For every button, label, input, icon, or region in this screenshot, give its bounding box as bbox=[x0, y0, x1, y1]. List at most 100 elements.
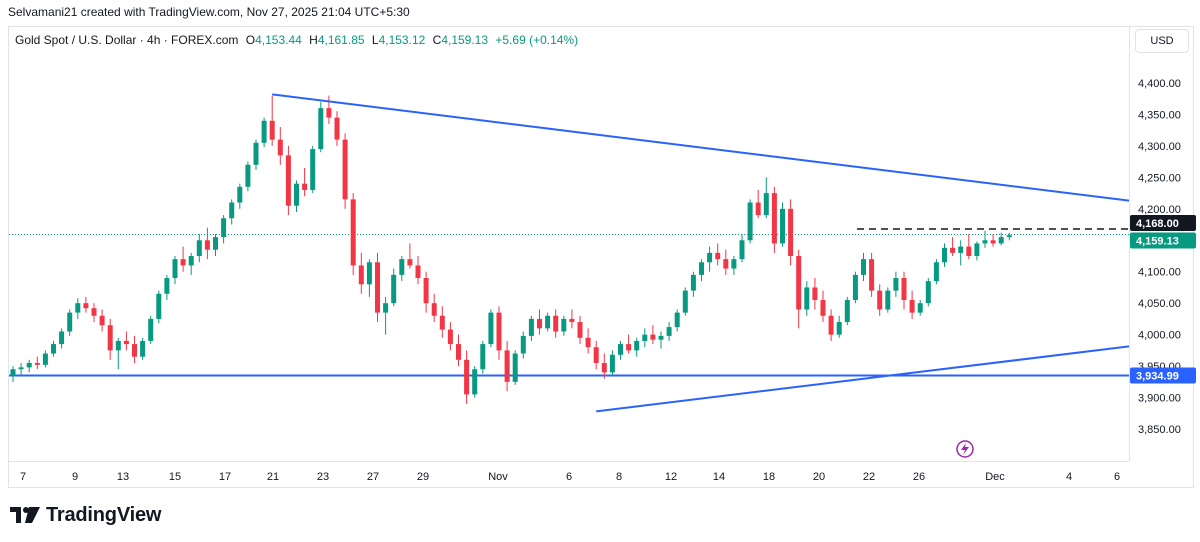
candle-body bbox=[245, 164, 251, 187]
candle bbox=[123, 331, 129, 351]
candle-body bbox=[326, 108, 332, 118]
lightning-bolt bbox=[961, 443, 969, 455]
candle bbox=[472, 366, 478, 398]
candle bbox=[666, 322, 672, 341]
candle-body bbox=[75, 303, 81, 313]
candle bbox=[172, 256, 178, 285]
candle-body bbox=[990, 240, 996, 244]
candle bbox=[933, 259, 939, 285]
candle-body bbox=[561, 318, 567, 332]
candle-body bbox=[885, 290, 891, 310]
currency-button[interactable]: USD bbox=[1135, 29, 1189, 53]
candle bbox=[439, 306, 445, 338]
candle-body bbox=[472, 369, 478, 395]
candle-body bbox=[666, 327, 672, 336]
candle-body bbox=[836, 322, 842, 335]
candle bbox=[391, 268, 397, 307]
candle-body bbox=[18, 367, 24, 370]
price-axis-scale: 4,400.00 4,350.00 4,300.00 4,250.00 4,200.00… bbox=[1130, 78, 1196, 436]
candle-body bbox=[512, 353, 518, 382]
candle bbox=[553, 309, 559, 338]
candle bbox=[528, 315, 534, 341]
candle bbox=[423, 271, 429, 313]
candle bbox=[358, 252, 364, 294]
candle bbox=[310, 145, 316, 194]
candle bbox=[537, 309, 542, 335]
candlestick-chart[interactable] bbox=[9, 27, 1129, 461]
time-tick-label: 20 bbox=[813, 471, 825, 483]
symbol-title[interactable]: Gold Spot / U.S. Dollar · 4h · FOREX.com bbox=[15, 33, 239, 47]
candle-body bbox=[253, 142, 259, 165]
price-tick-label: 3,900.00 bbox=[1138, 393, 1181, 405]
candle-body bbox=[877, 290, 883, 310]
candle-body bbox=[261, 120, 267, 143]
candle bbox=[67, 309, 73, 336]
candle bbox=[366, 259, 372, 297]
candle bbox=[982, 230, 988, 248]
candle bbox=[796, 249, 802, 329]
candle-body bbox=[998, 237, 1004, 244]
plot-area[interactable] bbox=[9, 27, 1129, 461]
candle bbox=[164, 274, 170, 301]
candle-body bbox=[901, 278, 907, 301]
candle-body bbox=[107, 325, 113, 351]
candle-body bbox=[164, 278, 170, 294]
candle bbox=[820, 290, 826, 323]
change-value: +5.69 (+0.14%) bbox=[495, 33, 579, 47]
candle bbox=[196, 233, 202, 263]
candle-body bbox=[747, 202, 753, 241]
candle bbox=[375, 252, 380, 323]
candle bbox=[869, 252, 875, 297]
candle-body bbox=[302, 183, 308, 190]
candle bbox=[707, 246, 713, 272]
candle-body bbox=[358, 265, 364, 285]
candle bbox=[75, 298, 81, 319]
candle-body bbox=[804, 287, 810, 310]
candle bbox=[885, 287, 891, 313]
candle bbox=[334, 111, 340, 146]
candle-body bbox=[229, 202, 235, 219]
candle bbox=[917, 300, 923, 316]
time-axis[interactable]: 7 9 13 15 17 21 23 27 29 Nov 6 8 12 14 18 20 22 26 Dec 4 6 bbox=[9, 461, 1129, 489]
candle-body bbox=[520, 335, 526, 354]
candle-body bbox=[950, 247, 956, 253]
candle-body bbox=[642, 334, 648, 341]
candle-body bbox=[285, 155, 291, 206]
candle-body bbox=[812, 287, 818, 301]
share-banner: Selvamani21 created with TradingView.com… bbox=[0, 0, 1200, 24]
candle bbox=[253, 139, 259, 170]
candle bbox=[593, 340, 599, 370]
price-label-box bbox=[1130, 232, 1196, 249]
price-tick-label: 4,300.00 bbox=[1138, 141, 1181, 153]
candle-body bbox=[618, 344, 623, 355]
candle-body bbox=[958, 246, 964, 253]
price-tick-label: 4,100.00 bbox=[1138, 267, 1181, 279]
candle-body bbox=[780, 208, 785, 244]
time-tick-label: 27 bbox=[367, 471, 379, 483]
candle bbox=[966, 233, 972, 260]
candle-body bbox=[601, 362, 607, 373]
price-axis[interactable]: 4,400.00 4,350.00 4,300.00 4,250.00 4,200.00… bbox=[1129, 27, 1196, 461]
candle-body bbox=[34, 362, 40, 365]
candle bbox=[804, 281, 810, 316]
candle-body bbox=[456, 344, 461, 360]
candle-body bbox=[723, 259, 729, 269]
candle bbox=[893, 271, 899, 297]
candle-body bbox=[577, 322, 583, 338]
candle-body bbox=[237, 186, 243, 203]
candle-body bbox=[172, 259, 178, 279]
candle bbox=[415, 256, 421, 285]
candle-body bbox=[650, 334, 656, 340]
candle bbox=[431, 293, 437, 323]
time-tick-label: 4 bbox=[1066, 471, 1072, 483]
candle bbox=[18, 362, 24, 376]
chart-frame[interactable]: Gold Spot / U.S. Dollar · 4h · FOREX.com… bbox=[8, 26, 1196, 489]
tradingview-footer: TradingView bbox=[10, 500, 161, 530]
candle bbox=[642, 328, 648, 348]
candle-body bbox=[974, 243, 980, 256]
candle bbox=[836, 315, 842, 338]
candle bbox=[682, 287, 688, 316]
candle bbox=[99, 309, 105, 332]
price-tick-label: 4,350.00 bbox=[1138, 109, 1181, 121]
high-label: H bbox=[309, 33, 318, 47]
